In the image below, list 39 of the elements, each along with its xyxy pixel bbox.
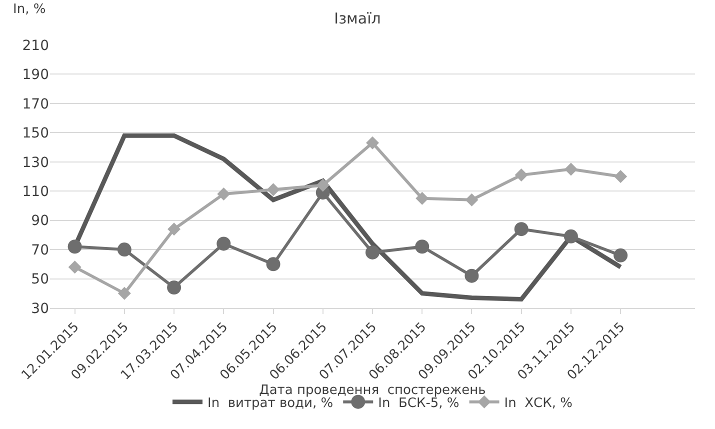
point bbox=[416, 192, 429, 205]
point bbox=[564, 229, 578, 244]
y-tick-label: 130 bbox=[22, 154, 49, 171]
y-tick-label: 30 bbox=[31, 300, 49, 317]
y-tick-label: 170 bbox=[22, 96, 49, 112]
point bbox=[117, 242, 132, 257]
point bbox=[167, 280, 182, 295]
point bbox=[266, 183, 280, 196]
chart-title: Ізмаїл bbox=[334, 9, 381, 28]
x-axis-title: Дата проведення спостережень bbox=[259, 383, 486, 398]
y-axis-title: In, % bbox=[13, 2, 46, 17]
y-tick-label: 190 bbox=[22, 67, 49, 84]
point bbox=[266, 257, 280, 272]
legend-label: In ХСК, % bbox=[504, 396, 572, 411]
point bbox=[514, 168, 528, 182]
point bbox=[514, 222, 528, 236]
point bbox=[366, 136, 379, 150]
point bbox=[316, 178, 330, 192]
point bbox=[465, 193, 478, 206]
point bbox=[217, 188, 230, 201]
legend-label: In витрат води, % bbox=[208, 396, 334, 411]
point bbox=[168, 222, 181, 236]
point bbox=[415, 240, 430, 254]
point bbox=[564, 162, 578, 176]
y-tick-label: 90 bbox=[31, 213, 49, 230]
y-tick-label: 50 bbox=[31, 272, 49, 288]
point bbox=[68, 260, 82, 274]
y-tick-label: 110 bbox=[22, 184, 49, 200]
point bbox=[68, 240, 82, 254]
y-tick-label: 70 bbox=[31, 242, 49, 258]
point bbox=[614, 170, 628, 183]
legend-label: In БСК-5, % bbox=[378, 396, 460, 411]
point bbox=[614, 248, 628, 262]
y-tick-label: 150 bbox=[22, 126, 49, 142]
point bbox=[464, 268, 479, 283]
point bbox=[118, 286, 131, 300]
point bbox=[216, 236, 231, 251]
y-tick-label: 210 bbox=[22, 38, 49, 54]
point bbox=[366, 245, 380, 260]
